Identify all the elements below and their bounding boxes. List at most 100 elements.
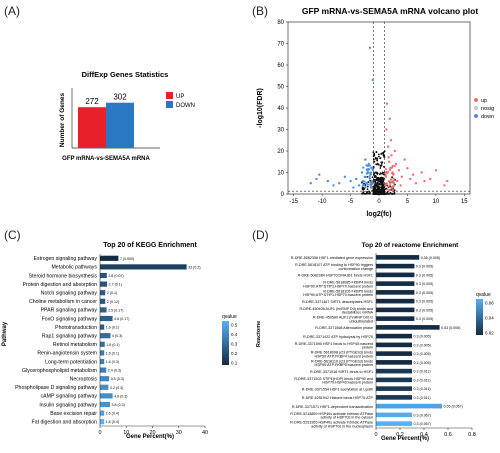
point-up [384, 173, 387, 177]
category-label: Base excision repair [50, 411, 97, 417]
category-bar [376, 307, 415, 313]
category-bar [100, 324, 105, 330]
x-axis-label: Gene Percent(%) [126, 434, 174, 440]
category-bar [376, 333, 412, 339]
colorbar-tick-label: 0.04 [485, 316, 494, 321]
point-down [370, 166, 373, 169]
point-down [355, 177, 358, 181]
category-label: R-DRE-450580 AUF1 (hnRNP D0) is [313, 316, 373, 320]
point-nosig [382, 183, 385, 186]
panel-label-c: (C) [4, 228, 21, 242]
bar-label-down: 302 [113, 93, 127, 102]
bar-value-label: 2.5 (0.17) [108, 308, 123, 312]
bar-value-label: 0.3 (0.005) [416, 265, 433, 269]
point-nosig [379, 157, 381, 160]
category-label: destabilizes mRNA [342, 311, 374, 315]
point-nosig [375, 151, 378, 153]
point-up [411, 173, 415, 176]
y-tick-label: 80 [277, 20, 284, 26]
legend-label-up: UP [176, 94, 184, 100]
category-bar [100, 419, 105, 425]
bar-value-label: 1.6 (0.4) [106, 420, 119, 424]
category-label: R-DRE-5218859 HSP40s activate intrinsic … [290, 412, 373, 416]
point-down [337, 182, 341, 185]
legend-label-down: DOWN [176, 103, 195, 109]
point-nosig [379, 188, 381, 191]
x-tick-label: 30 [176, 430, 182, 436]
point-down [362, 180, 365, 183]
point-up [388, 189, 391, 192]
category-bar [376, 281, 415, 286]
point-nosig [367, 181, 370, 183]
x-tick-label: 15 [461, 199, 468, 205]
point-up [387, 156, 390, 159]
point-nosig [363, 188, 366, 190]
point-nosig [379, 172, 382, 175]
category-label: R-DRE-3371568 Attenuation phase [315, 326, 373, 330]
category-bar [100, 401, 110, 408]
point-up [385, 170, 388, 173]
point-up [414, 182, 418, 185]
category-label: HSP90:ATP:FKBP5:nascent protein [314, 363, 373, 367]
category-label: R-DRE-5082384 HSP70:DNAJB1 binds HSF1 [298, 274, 373, 278]
point-down [370, 179, 374, 183]
category-label: Rap1 signaling pathway [42, 334, 97, 340]
bar-value-label: 3.2 (0.3) [110, 386, 123, 390]
point-down [367, 162, 370, 166]
point-up [396, 179, 399, 183]
bar-value-label: 1.6 (0.1) [106, 351, 119, 355]
category-bar [376, 290, 415, 295]
point-nosig [380, 176, 383, 179]
colorbar-tick-label: 0.5 [231, 323, 238, 328]
legend-label-up: up [481, 98, 487, 104]
point-nosig [373, 154, 376, 157]
point-down [366, 171, 369, 174]
category-label: activity of HSP70s in the nucleoplasm [311, 424, 373, 428]
point-nosig [376, 162, 379, 165]
point-down [326, 179, 330, 183]
point-up [400, 175, 403, 178]
point-up [392, 185, 395, 188]
point-down [360, 171, 364, 174]
point-up [399, 184, 402, 187]
point-down [371, 168, 375, 172]
category-bar [100, 384, 109, 390]
category-bar [100, 410, 105, 416]
category-label: HSP90:ATP:STIP1:HSP70:nascent protein [303, 284, 373, 288]
category-label: conformation change [339, 267, 373, 271]
category-bar [376, 395, 412, 400]
point-nosig [376, 157, 379, 160]
panel-c: (C) Top 20 of KEGG Enrichment Pathway Es… [0, 224, 250, 448]
y-tick-label: 40 [277, 106, 284, 112]
category-label: Insulin signaling pathway [39, 402, 97, 408]
category-bar [376, 298, 415, 304]
point-up [391, 180, 395, 183]
category-label: cAMP signaling pathway [41, 394, 98, 400]
category-label: Notch signaling pathway [41, 291, 98, 297]
point-nosig [389, 191, 392, 194]
point-nosig [374, 187, 377, 190]
point-nosig [374, 157, 377, 160]
category-bar [376, 316, 415, 321]
bar-value-label: 0.3 (0.005) [414, 335, 431, 339]
point-nosig [384, 187, 387, 190]
bar-value-label: 1.8 (0.1) [106, 343, 119, 347]
x-tick-label: 0.4 [420, 432, 428, 438]
x-tick-label: 0.6 [444, 432, 452, 438]
category-label: Necroptosis [70, 377, 98, 383]
x-axis-label: log2(fc) [366, 211, 391, 218]
point-nosig [379, 180, 381, 183]
colorbar [476, 299, 483, 335]
point-nosig [393, 190, 396, 192]
point-nosig [380, 164, 383, 167]
point-nosig [382, 193, 385, 195]
point-nosig [374, 174, 377, 177]
category-bar [100, 350, 105, 356]
point-nosig [394, 178, 397, 181]
category-bar [376, 351, 412, 356]
bar-up [78, 107, 106, 148]
point-up [394, 162, 398, 166]
y-tick-label: 20 [277, 149, 284, 155]
category-label: protein [362, 346, 373, 350]
category-label: R-DRE-5082356 HSF1-mediated gene express… [291, 256, 373, 260]
